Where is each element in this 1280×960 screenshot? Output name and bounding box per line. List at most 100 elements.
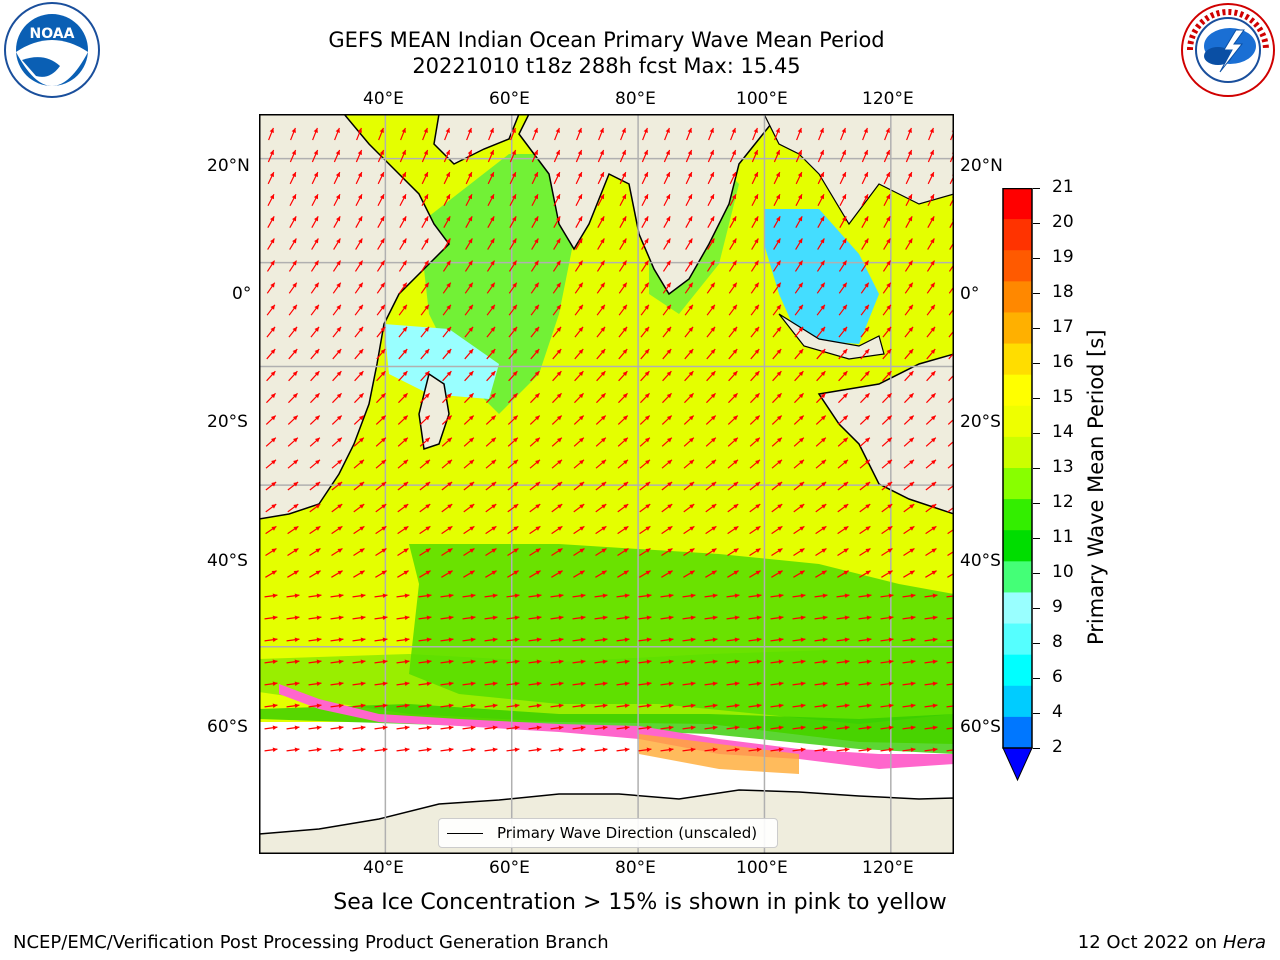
wave-arrow [905, 149, 913, 163]
colorbar [1002, 187, 1036, 788]
wave-arrow [530, 282, 540, 294]
wave-arrow [310, 348, 320, 360]
wave-arrow [617, 570, 629, 578]
wave-arrow [484, 659, 498, 664]
wave-arrow [926, 370, 936, 382]
wave-arrow [771, 525, 783, 535]
wave-arrow [528, 703, 542, 708]
wave-arrow [749, 415, 761, 425]
wave-arrow [573, 437, 585, 447]
wave-arrow [772, 282, 782, 294]
wave-arrow [817, 216, 825, 228]
wave-arrow [880, 681, 894, 686]
wave-arrow [288, 282, 298, 294]
wave-arrow [772, 370, 782, 382]
wave-arrow [751, 238, 759, 250]
wave-arrow [728, 326, 738, 338]
wave-arrow [662, 260, 672, 272]
wave-arrow [639, 415, 651, 425]
wave-arrow [352, 703, 366, 708]
wave-arrow [881, 437, 893, 447]
colorbar-tick-mark [1033, 677, 1040, 679]
wave-arrow [443, 238, 451, 250]
madagascar-landmass [418, 372, 450, 450]
wave-direction-arrows [264, 127, 954, 752]
wave-arrow [487, 193, 495, 207]
wave-arrow [465, 171, 473, 185]
wave-arrow [751, 193, 759, 207]
wave-arrow [596, 260, 606, 272]
wave-arrow [815, 525, 827, 535]
wave-arrow [355, 193, 363, 207]
wave-arrow [905, 216, 913, 228]
wave-arrow [550, 703, 564, 708]
wave-arrow [377, 238, 385, 250]
wave-arrow [726, 615, 740, 620]
wave-arrow [550, 659, 564, 664]
wave-arrow [707, 238, 715, 250]
wave-arrow [463, 481, 475, 491]
wave-arrow [640, 392, 650, 404]
wave-arrow [288, 392, 298, 404]
wave-arrow [817, 171, 825, 185]
wave-arrow [596, 370, 606, 382]
wave-arrow [817, 193, 825, 207]
colorbar-swatch [1003, 468, 1032, 500]
wave-arrow [551, 459, 563, 469]
wave-arrow [440, 725, 454, 730]
wave-arrow [507, 525, 519, 535]
wave-arrow [396, 615, 410, 620]
wave-arrow [837, 525, 849, 535]
wave-arrow [573, 459, 585, 469]
sea-ice-orange [639, 734, 799, 774]
wave-arrow [506, 747, 520, 752]
wave-arrow [287, 548, 299, 556]
wave-arrow [837, 415, 849, 425]
wave-arrow [860, 348, 870, 360]
wave-arrow [705, 570, 717, 578]
wave-arrow [419, 415, 431, 425]
wave-arrow [793, 548, 805, 556]
wave-arrow [552, 348, 562, 360]
wave-arrow [440, 703, 454, 708]
wave-arrow [352, 637, 366, 642]
wave-arrow [265, 459, 277, 469]
graticule [259, 114, 954, 854]
wave-arrow [396, 725, 410, 730]
wave-arrow [598, 127, 604, 141]
wave-arrow [638, 703, 652, 708]
wave-arrow [860, 304, 870, 316]
wave-arrow [594, 615, 608, 620]
wave-arrow [420, 348, 430, 360]
wave-arrow [332, 282, 342, 294]
wave-arrow [573, 548, 585, 556]
wave-arrow [684, 392, 694, 404]
colorbar-tick-label: 17 [1052, 317, 1074, 337]
wave-arrow [795, 216, 803, 228]
lon-tick-bottom: 120°E [862, 858, 914, 878]
wave-arrow [772, 392, 782, 404]
colorbar-tick-mark [1033, 712, 1040, 714]
wave-arrow [640, 348, 650, 360]
wave-arrow [419, 481, 431, 491]
wave-arrow [663, 171, 671, 185]
wave-arrow [530, 370, 540, 382]
australia-landmass [817, 353, 954, 515]
wave-arrow [859, 437, 871, 447]
wave-arrow [333, 149, 341, 163]
wave-arrow [684, 304, 694, 316]
wave-arrow [487, 171, 495, 185]
wave-arrow [442, 304, 452, 316]
wave-arrow [552, 282, 562, 294]
wave-arrow [815, 459, 827, 469]
wave-arrow [926, 348, 936, 360]
wave-arrow [859, 525, 871, 535]
map-panel: Primary Wave Direction (unscaled) [259, 114, 954, 854]
wave-arrow [903, 459, 915, 469]
wave-arrow [355, 216, 363, 228]
wave-arrow [861, 193, 869, 207]
wave-arrow [528, 615, 542, 620]
wave-arrow [796, 127, 802, 141]
colorbar-swatch [1003, 405, 1032, 438]
wave-arrow [684, 326, 694, 338]
